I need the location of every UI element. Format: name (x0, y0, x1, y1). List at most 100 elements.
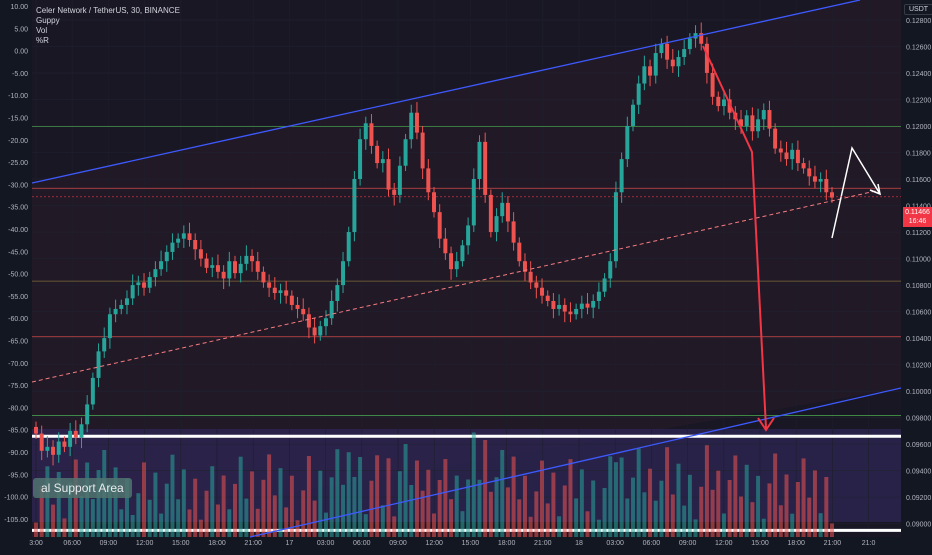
volume-bar (380, 505, 385, 537)
candle-body (676, 57, 681, 67)
volume-bar (341, 484, 346, 537)
volume-bar (540, 460, 545, 537)
volume-bar (147, 499, 152, 537)
volume-bar (750, 502, 755, 537)
volume-bar (522, 475, 527, 537)
left-axis-tick: -55.00 (8, 294, 28, 301)
arrow-head-white (869, 183, 882, 196)
candle-body (107, 314, 112, 339)
volume-bar (289, 475, 294, 537)
volume-bar (642, 492, 647, 537)
volume-bar (454, 475, 459, 537)
candle-body (136, 282, 141, 286)
volume-bar (608, 456, 613, 537)
volume-bar (483, 440, 488, 537)
time-axis-tick: 12:00 (425, 540, 443, 547)
volume-bar (295, 520, 300, 537)
candle-body (96, 351, 101, 378)
volume-bar (403, 444, 408, 537)
volume-bar (397, 471, 402, 537)
projection-path-white (831, 146, 881, 239)
candle-body (608, 261, 613, 279)
left-axis-tick: -105.00 (4, 517, 28, 524)
volume-bar (830, 523, 834, 537)
arrow-head-red (757, 417, 775, 432)
candle-body (699, 33, 704, 44)
candle-body (346, 232, 351, 262)
candle-body (534, 282, 539, 288)
volume-bar (778, 505, 783, 537)
volume-bar (818, 513, 823, 537)
volume-bar (437, 480, 442, 537)
candle-body (739, 119, 744, 126)
volume-bar (631, 477, 635, 537)
volume-bar (386, 458, 391, 537)
candle-body (153, 269, 158, 278)
candle-body (312, 327, 317, 336)
volume-bar (773, 453, 778, 537)
volume-bar (363, 514, 368, 537)
guppy-indicator-label[interactable]: Guppy (36, 16, 60, 25)
candle-body (801, 163, 806, 169)
volume-bar (301, 490, 306, 537)
projection-arrow-red (702, 45, 767, 429)
time-axis-tick: 09:00 (100, 540, 118, 547)
volume-bar (494, 477, 499, 537)
candle-body (176, 238, 181, 243)
symbol-title[interactable]: Celer Network / TetherUS, 30, BINANCE (36, 6, 180, 15)
volume-bar (824, 477, 829, 537)
volume-bar (471, 432, 476, 537)
candle-body (227, 261, 232, 279)
volume-bar (687, 474, 692, 537)
volume-bar (704, 445, 709, 537)
candle-body (386, 159, 391, 190)
left-axis-tick: 10.00 (10, 4, 28, 11)
chart-legend: Celer Network / TetherUS, 30, BINANCE Gu… (36, 6, 180, 46)
volume-bar (795, 482, 800, 537)
volume-bar (443, 459, 448, 537)
volume-bar (466, 479, 471, 537)
volume-bar (375, 455, 380, 537)
volume-bar (267, 454, 272, 537)
williams-r-indicator-label[interactable]: %R (36, 36, 49, 45)
volume-bar (670, 494, 675, 537)
candle-body (687, 38, 692, 50)
volume-bar (534, 491, 539, 537)
candle-body (56, 441, 61, 455)
volume-bar (250, 471, 255, 537)
candle-body (221, 271, 226, 279)
volume-bar (585, 511, 590, 537)
candle-body (306, 314, 311, 328)
candle-body (341, 261, 346, 286)
time-axis-tick: 03:00 (317, 540, 335, 547)
volume-bar (392, 516, 397, 537)
candle-body (602, 278, 607, 292)
support-area-label[interactable]: al Support Area (33, 478, 132, 498)
volume-bar (62, 518, 67, 537)
candle-body (494, 216, 499, 233)
candle-body (830, 192, 834, 198)
candle-body (403, 139, 408, 166)
volume-bar (352, 477, 357, 537)
time-axis-tick: 09:00 (389, 540, 407, 547)
right-axis-tick: 0.11000 (906, 257, 931, 264)
candle-body (392, 189, 397, 195)
candle-body (426, 168, 431, 193)
candle-body (778, 148, 783, 153)
left-axis-tick: -45.00 (8, 249, 28, 256)
volume-bar (187, 509, 192, 537)
candle-body (682, 49, 687, 58)
volume-bar (79, 496, 84, 537)
candle-body (579, 303, 584, 309)
volume-bar (721, 513, 726, 537)
volume-indicator-label[interactable]: Vol (36, 26, 48, 35)
time-axis-tick: 15:00 (751, 540, 769, 547)
volume-bar (733, 455, 738, 537)
volume-bar (56, 472, 61, 537)
volume-bar (278, 468, 283, 537)
currency-unit-badge[interactable]: USDT (904, 4, 932, 15)
volume-bar (790, 513, 795, 537)
candle-body (437, 212, 442, 239)
